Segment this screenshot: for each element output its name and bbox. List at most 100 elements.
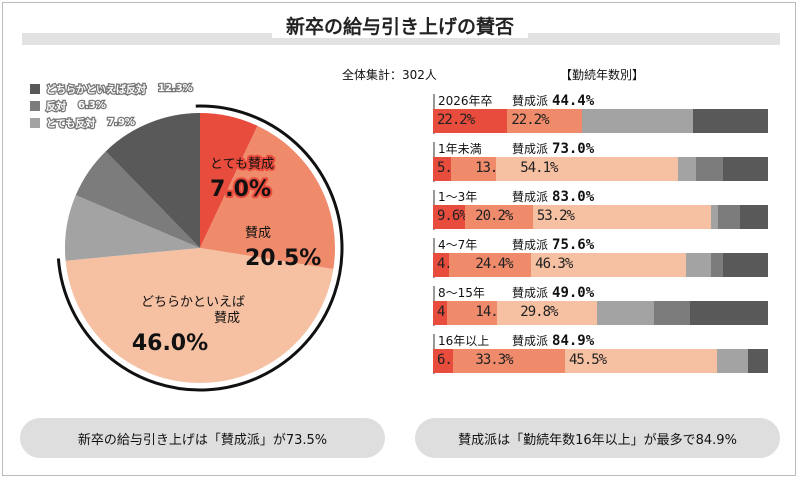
bar-segment-agree: 13.5% (451, 157, 513, 181)
bar-segment-somewhat_agree: 46.3% (531, 253, 687, 277)
bar-segment-somewhat_disagree (723, 253, 768, 277)
row-favor: 賛成派 73.0% (512, 140, 594, 157)
oppose-value: 24.4 (726, 239, 760, 255)
stacked-bar: 22.2% 22.2% (433, 109, 768, 133)
pie-slice-agree (200, 125, 335, 270)
stacked-bar: 4.9% 24.4% 46.3% (433, 253, 768, 277)
total-label: 全体集計：302人 (342, 68, 437, 82)
stacked-bar: 5.4%13.5% 54.1% (433, 157, 768, 181)
pie-slice-very_disagree (64, 195, 200, 261)
oppose-value: 27.0 (726, 143, 760, 159)
bar-segment-very_disagree (686, 253, 711, 277)
bar-segment-agree: 33.3% (453, 349, 565, 373)
segment-label: 45.5% (568, 352, 607, 368)
value-somewhat-agree: 46.0% (132, 331, 208, 356)
summary-left: 新卒の給与引き上げは「賛成派」が73.5% (20, 418, 385, 458)
segment-label: 29.8% (520, 304, 558, 320)
favor-value: 49.0% (552, 285, 595, 301)
bar-segment-very_disagree (711, 205, 719, 229)
favor-value: 73.0% (552, 141, 595, 157)
bar-segment-very_disagree (717, 349, 748, 373)
value-agree: 20.5% (245, 246, 321, 271)
legend-label: 反対 (45, 101, 68, 115)
legend-item: とても反対 7.9% (30, 114, 193, 131)
row-label: 4～7年 (438, 238, 478, 252)
oppose-value: 17.0 (726, 191, 760, 207)
bar-segment-agree: 22.2% (507, 109, 582, 133)
stacked-bar: 9.6% 20.2% 53.2% (433, 205, 768, 229)
oppose-value: 15.1 (726, 335, 760, 351)
bar-segment-somewhat_agree: 54.1% (496, 157, 678, 181)
title-band (22, 33, 780, 45)
segment-label: 33.3% (475, 352, 513, 368)
segment-label: 53.2% (536, 208, 575, 224)
label-somewhat-agree-2: 賛成 (214, 311, 240, 326)
label-very-agree: とても賛成 (210, 157, 274, 172)
bar-segment-disagree (718, 205, 740, 229)
row-label: 1～3年 (438, 190, 478, 204)
row-label: 2026年卒 (438, 94, 493, 108)
legend-swatch (30, 100, 40, 111)
segment-label: 54.1% (520, 160, 558, 176)
row-favor: 賛成派 83.0% (512, 188, 594, 205)
tenure-header: 【勤続年数別】 (560, 68, 645, 82)
pie-slice-somewhat_agree (65, 248, 334, 384)
favor-value: 44.4% (552, 93, 595, 109)
bar-segment-somewhat_disagree (747, 349, 768, 373)
bar-segment-very_disagree (597, 301, 655, 325)
value-very-agree: 7.0% (210, 177, 271, 202)
legend-label: どちらかといえば反対 (45, 84, 148, 98)
bar-segment-very_agree: 9.6% (433, 205, 468, 229)
bar-segment-very_disagree (581, 109, 694, 133)
row-label: 8～15年 (438, 286, 485, 300)
bar-segment-very_agree: 5.4% (433, 157, 468, 181)
bar-segment-very_agree: 4.9% (433, 253, 468, 277)
tenure-row: 2026年卒 賛成派 44.4% 22.2% 22.2% 55.6 (430, 92, 770, 140)
label-agree: 賛成 (245, 226, 271, 241)
title-text: 新卒の給与引き上げの賛否 (271, 16, 528, 38)
tenure-row: 16年以上 賛成派 84.9% 6.1% 33.3% 45.5% 15.1 (430, 332, 770, 380)
row-label: 16年以上 (438, 334, 490, 348)
favor-arc (56, 104, 344, 392)
legend-value: 12.3% (157, 82, 194, 96)
bar-segment-somewhat_disagree (739, 205, 768, 229)
segment-label: 22.2% (437, 112, 475, 128)
bar-segment-very_disagree (677, 157, 696, 181)
legend-item: どちらかといえば反対 12.3% (30, 80, 194, 98)
stacked-bar: 6.1% 33.3% 45.5% (433, 349, 768, 373)
bar-segment-somewhat_agree: 29.8% (497, 301, 598, 325)
segment-label: 9.6% (437, 208, 468, 224)
bar-segment-very_agree: 6.1% (433, 349, 468, 373)
favor-prefix: 賛成派 (512, 238, 549, 252)
label-somewhat-agree: どちらかといえば (141, 295, 245, 310)
bar-segment-disagree (695, 157, 723, 181)
favor-value: 83.0% (552, 189, 595, 205)
favor-prefix: 賛成派 (512, 94, 549, 108)
stacked-bar: 4.3%14.9% 29.8% (433, 301, 768, 325)
bar-segment-somewhat_agree: 53.2% (532, 205, 712, 229)
bar-segment-very_agree: 22.2% (433, 109, 508, 133)
legend-swatch (30, 83, 40, 94)
segment-label: 20.2% (475, 208, 513, 224)
favor-prefix: 賛成派 (512, 142, 549, 156)
summary-right: 賛成派は「勤続年数16年以上」が最多で84.9% (415, 418, 780, 458)
segment-label: 46.3% (535, 256, 573, 272)
row-favor: 賛成派 84.9% (512, 332, 594, 349)
page-title: 新卒の給与引き上げの賛否 (0, 12, 800, 39)
tenure-row: 1～3年 賛成派 83.0% 9.6% 20.2% 53.2% 17.0 (430, 188, 770, 236)
bar-segment-somewhat_disagree (689, 301, 768, 325)
pie-legend: どちらかといえば反対 12.3% 反対 6.3% とても反対 7.9% (30, 80, 194, 131)
legend-swatch (30, 117, 40, 128)
bar-segment-disagree (654, 301, 690, 325)
pie-slice-disagree (75, 151, 200, 248)
favor-value: 75.6% (552, 237, 595, 253)
bar-segment-agree: 14.9% (447, 301, 514, 325)
bar-segment-agree: 24.4% (449, 253, 532, 277)
row-label: 1年未満 (438, 142, 482, 156)
favor-prefix: 賛成派 (512, 286, 549, 300)
pie-slice-very_agree (200, 113, 258, 248)
row-favor: 賛成派 75.6% (512, 236, 594, 253)
